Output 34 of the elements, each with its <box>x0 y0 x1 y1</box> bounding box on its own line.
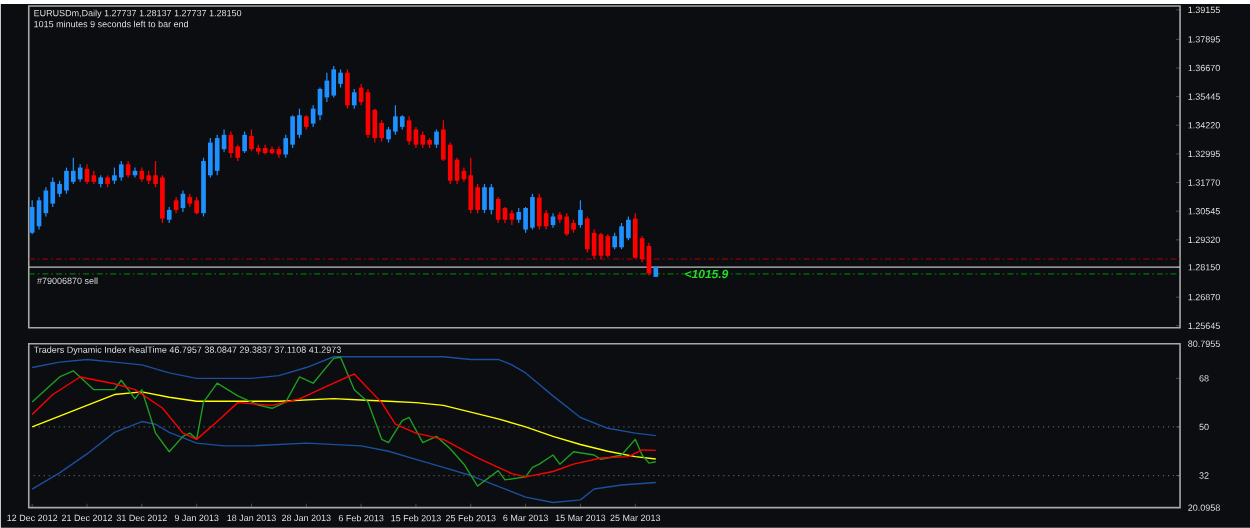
candlestick <box>338 68 343 89</box>
candlestick <box>489 183 494 216</box>
candlestick <box>482 183 487 214</box>
candlestick <box>495 196 501 224</box>
candlestick <box>50 176 56 208</box>
candlestick <box>249 128 254 152</box>
candlestick <box>632 212 638 260</box>
candlestick <box>413 126 419 149</box>
candlestick <box>290 114 295 149</box>
candlestick <box>242 130 247 154</box>
line-series <box>31 373 657 478</box>
candlestick <box>475 183 480 214</box>
candlestick <box>70 157 76 185</box>
candlestick <box>160 174 165 224</box>
candlestick <box>564 212 570 237</box>
candlestick <box>434 128 439 149</box>
candlestick <box>64 166 69 195</box>
candlestick <box>331 65 337 99</box>
candlestick <box>297 108 302 139</box>
candlestick <box>584 215 590 254</box>
candlestick <box>29 199 35 235</box>
candlestick <box>345 68 350 110</box>
candlestick <box>393 104 398 136</box>
candlestick <box>578 199 583 229</box>
candlestick <box>118 160 124 182</box>
candlestick <box>468 157 474 214</box>
line-series <box>31 356 657 487</box>
candlestick <box>619 222 624 250</box>
candlestick <box>530 193 535 231</box>
candlestick <box>626 215 631 241</box>
candlestick <box>536 193 542 231</box>
candlestick <box>351 88 357 110</box>
candlestick <box>214 134 220 176</box>
candlestick <box>605 233 611 259</box>
